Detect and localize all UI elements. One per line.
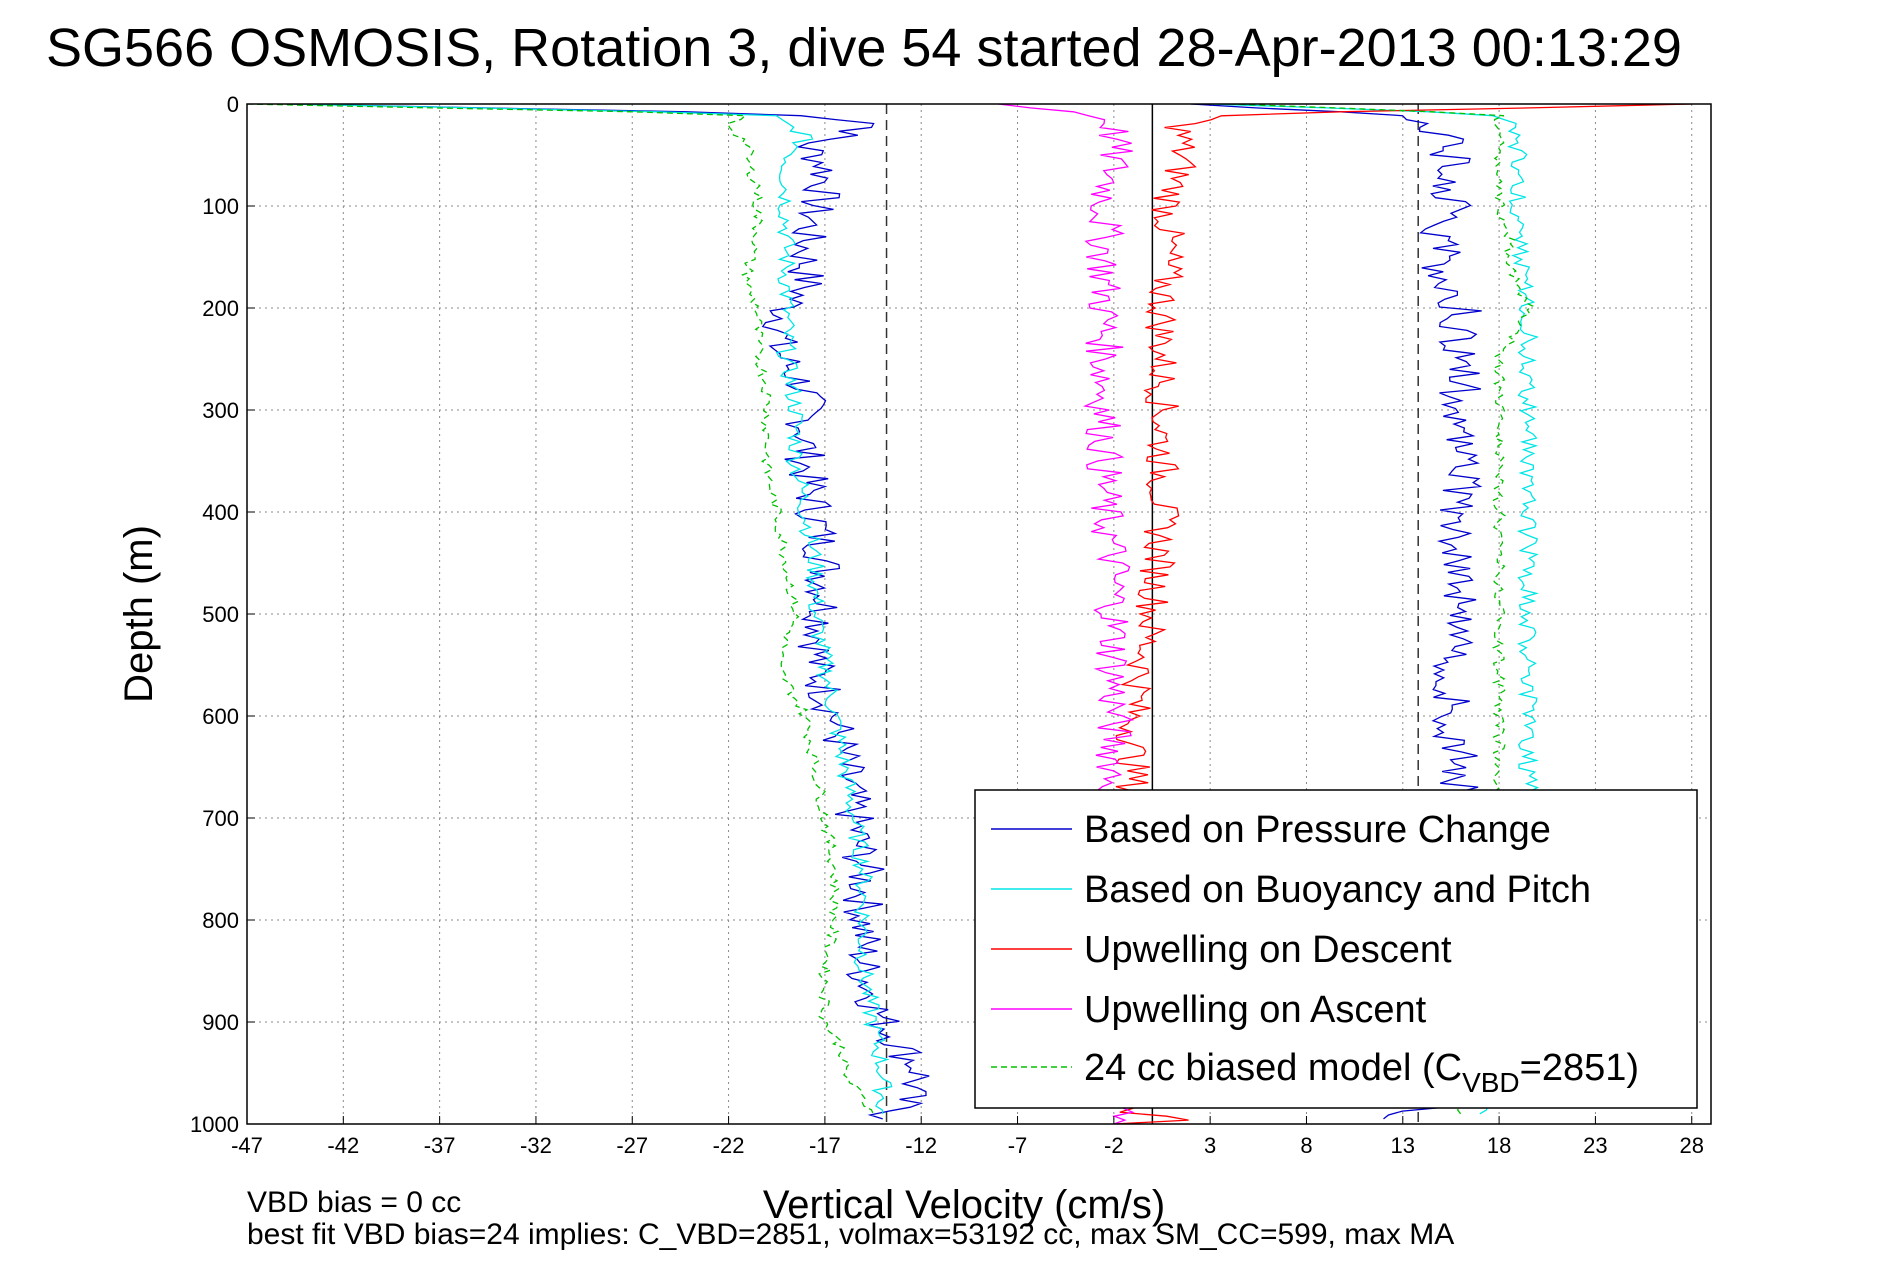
legend-box: [974, 789, 1698, 1109]
y-tick-label: 900: [202, 1010, 239, 1035]
y-tick-label: 400: [202, 500, 239, 525]
y-tick-label: 300: [202, 398, 239, 423]
bias-note: VBD bias = 0 cc: [247, 1186, 461, 1219]
x-tick-label: -47: [231, 1133, 263, 1158]
series-line-pressure-0: [285, 104, 930, 1120]
y-axis-ticks: 0 100 200 300 400 500 600 700 800 900 1000: [190, 92, 255, 1137]
y-tick-label: 700: [202, 806, 239, 831]
chart-title: SG566 OSMOSIS, Rotation 3, dive 54 start…: [46, 18, 1682, 78]
legend: Based on Pressure Change Based on Buoyanc…: [974, 789, 1698, 1109]
x-axis-ticks: -47 -42 -37 -32 -27 -22 -17 -12 -7 -2 3 8 13 18 23 28: [231, 1116, 1704, 1158]
y-tick-label: 600: [202, 704, 239, 729]
grid: [247, 104, 1711, 1124]
y-tick-label: 200: [202, 296, 239, 321]
x-tick-label: -17: [809, 1133, 841, 1158]
series-line-buoyancy-0: [285, 104, 893, 1114]
x-tick-label: -27: [616, 1133, 648, 1158]
legend-label-pressure: Based on Pressure Change: [1084, 809, 1551, 851]
y-tick-label: 100: [202, 194, 239, 219]
x-tick-label: -2: [1104, 1133, 1124, 1158]
legend-label-buoyancy: Based on Buoyancy and Pitch: [1084, 869, 1591, 911]
x-tick-label: -7: [1008, 1133, 1028, 1158]
x-axis-label: Vertical Velocity (cm/s): [763, 1183, 1165, 1227]
x-tick-label: 13: [1391, 1133, 1415, 1158]
y-tick-label: 0: [227, 92, 239, 117]
x-tick-label: -22: [713, 1133, 745, 1158]
x-tick-label: 18: [1487, 1133, 1511, 1158]
x-tick-label: 3: [1204, 1133, 1216, 1158]
y-tick-label: 1000: [190, 1112, 239, 1137]
x-tick-label: -42: [327, 1133, 359, 1158]
legend-label-descent: Upwelling on Descent: [1084, 929, 1452, 971]
y-axis-label: Depth (m): [117, 525, 161, 703]
x-tick-label: 8: [1300, 1133, 1312, 1158]
y-tick-label: 800: [202, 908, 239, 933]
x-tick-label: -12: [905, 1133, 937, 1158]
x-tick-label: -37: [424, 1133, 456, 1158]
series-line-model-0: [247, 104, 874, 1115]
x-tick-label: -32: [520, 1133, 552, 1158]
y-tick-label: 500: [202, 602, 239, 627]
x-tick-label: 28: [1679, 1133, 1703, 1158]
legend-label-ascent: Upwelling on Ascent: [1084, 989, 1427, 1031]
x-tick-label: 23: [1583, 1133, 1607, 1158]
fit-note: best fit VBD bias=24 implies: C_VBD=2851…: [247, 1218, 1454, 1251]
